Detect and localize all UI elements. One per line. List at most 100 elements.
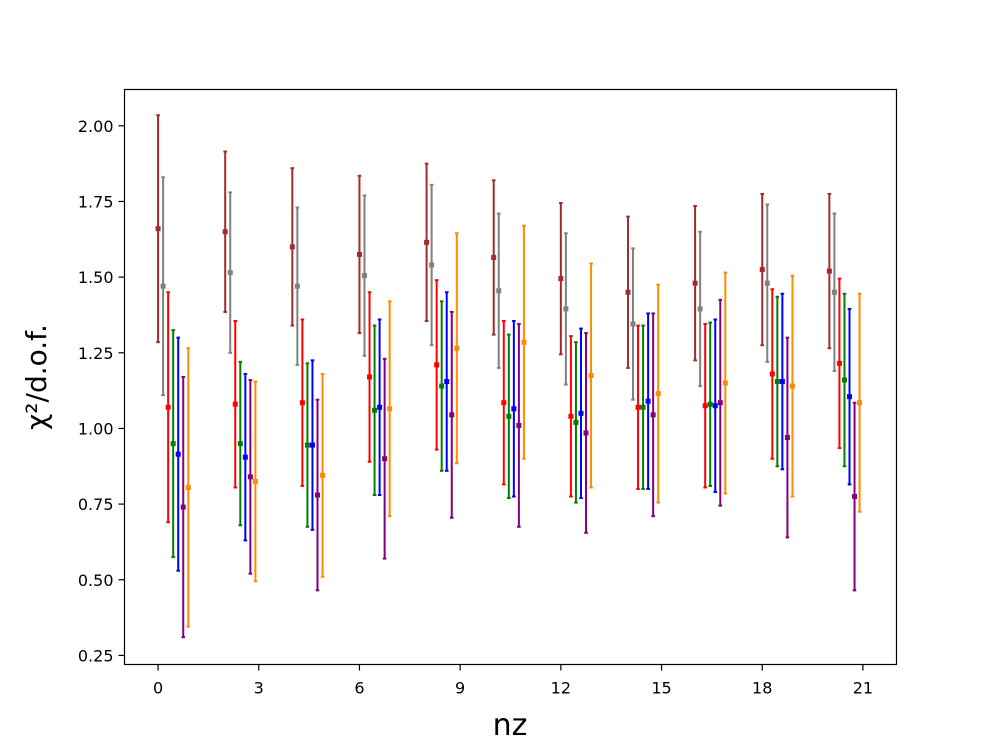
data-point bbox=[372, 407, 378, 413]
data-point bbox=[852, 494, 858, 500]
y-tick-label: 1.75 bbox=[78, 192, 114, 211]
data-point bbox=[315, 492, 320, 498]
data-point bbox=[170, 441, 176, 447]
data-point bbox=[645, 398, 651, 404]
data-point bbox=[826, 268, 832, 274]
data-point bbox=[491, 254, 497, 260]
x-tick-label: 21 bbox=[853, 679, 873, 698]
data-point bbox=[779, 379, 785, 385]
data-point bbox=[320, 472, 326, 478]
data-marks bbox=[155, 114, 863, 639]
series-1 bbox=[155, 114, 832, 369]
data-point bbox=[387, 406, 393, 412]
data-point bbox=[857, 400, 863, 406]
series-7 bbox=[185, 224, 863, 628]
x-tick-label: 9 bbox=[455, 679, 465, 698]
data-point bbox=[521, 339, 527, 345]
x-tick-label: 0 bbox=[153, 679, 163, 698]
series-4 bbox=[170, 292, 847, 559]
data-point bbox=[625, 289, 631, 295]
data-point bbox=[227, 270, 233, 276]
data-point bbox=[764, 280, 770, 286]
data-point bbox=[784, 435, 790, 441]
data-point bbox=[434, 362, 440, 368]
y-tick-label: 0.50 bbox=[78, 571, 114, 590]
data-point bbox=[847, 394, 853, 400]
data-point bbox=[640, 404, 646, 410]
data-point bbox=[722, 380, 728, 386]
data-point bbox=[717, 400, 723, 406]
x-tick-label: 15 bbox=[651, 679, 671, 698]
data-point bbox=[506, 413, 512, 419]
data-point bbox=[583, 430, 589, 436]
y-tick-label: 0.75 bbox=[78, 495, 114, 514]
series-5 bbox=[175, 291, 853, 572]
x-tick-label: 18 bbox=[752, 679, 772, 698]
data-point bbox=[774, 379, 780, 385]
x-tick-label: 3 bbox=[254, 679, 264, 698]
data-point bbox=[568, 413, 574, 419]
data-point bbox=[247, 474, 253, 480]
data-point bbox=[558, 276, 564, 282]
data-point bbox=[377, 404, 383, 410]
data-point bbox=[454, 345, 460, 351]
y-axis-title: χ²/d.o.f. bbox=[20, 324, 53, 430]
data-point bbox=[309, 442, 315, 448]
data-point bbox=[635, 404, 641, 410]
data-point bbox=[836, 360, 842, 366]
data-point bbox=[222, 229, 228, 235]
data-point bbox=[516, 422, 522, 428]
data-point bbox=[185, 484, 191, 490]
x-axis-ticks: 0 3 6 9 12 15 18 21 bbox=[153, 664, 873, 698]
data-point bbox=[831, 289, 837, 295]
data-point bbox=[496, 288, 502, 294]
data-point bbox=[180, 504, 186, 510]
x-axis-title: nz bbox=[493, 708, 528, 743]
data-point bbox=[588, 372, 594, 378]
data-point bbox=[578, 410, 584, 416]
data-point bbox=[759, 267, 765, 273]
data-point bbox=[444, 379, 450, 385]
data-point bbox=[232, 401, 238, 407]
data-point bbox=[367, 374, 373, 380]
series-2 bbox=[160, 176, 837, 401]
data-point bbox=[160, 283, 166, 289]
data-point bbox=[429, 262, 435, 268]
data-point bbox=[841, 377, 847, 383]
data-point bbox=[252, 478, 258, 484]
series-6 bbox=[180, 298, 858, 639]
data-point bbox=[237, 441, 243, 447]
data-point bbox=[175, 451, 181, 457]
data-point bbox=[501, 400, 507, 406]
data-point bbox=[382, 456, 388, 462]
y-tick-label: 2.00 bbox=[78, 117, 114, 136]
data-point bbox=[424, 239, 430, 245]
data-point bbox=[650, 412, 656, 418]
data-point bbox=[702, 403, 708, 409]
data-point bbox=[697, 306, 703, 312]
y-tick-label: 1.25 bbox=[78, 344, 114, 363]
data-point bbox=[789, 383, 795, 389]
data-point bbox=[165, 404, 171, 410]
y-tick-label: 1.00 bbox=[78, 419, 114, 438]
data-point bbox=[692, 280, 698, 286]
data-point bbox=[449, 412, 455, 418]
data-point bbox=[155, 226, 161, 232]
data-point bbox=[707, 401, 713, 407]
y-tick-label: 1.50 bbox=[78, 268, 114, 287]
data-point bbox=[511, 406, 517, 412]
data-point bbox=[294, 283, 300, 289]
data-point bbox=[299, 400, 305, 406]
data-point bbox=[573, 419, 579, 425]
x-tick-label: 12 bbox=[551, 679, 571, 698]
data-point bbox=[769, 371, 775, 377]
data-point bbox=[289, 244, 295, 250]
data-point bbox=[439, 383, 445, 389]
series-3 bbox=[165, 277, 842, 524]
data-point bbox=[356, 251, 362, 257]
data-point bbox=[242, 454, 248, 460]
data-point bbox=[361, 273, 367, 279]
